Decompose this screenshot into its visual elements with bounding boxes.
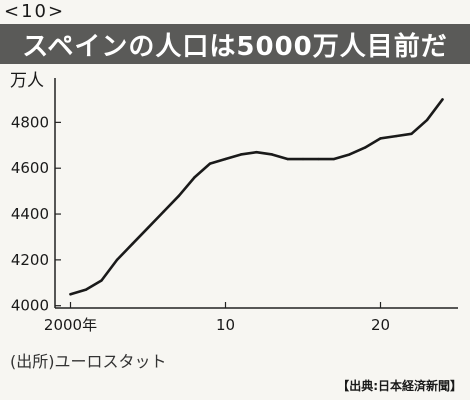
data-point — [425, 118, 429, 122]
data-point — [84, 288, 88, 291]
title-band: スペインの人口は5000万人目前だ — [0, 24, 470, 64]
data-point — [100, 279, 103, 282]
data-point — [239, 153, 243, 156]
data-point — [394, 134, 398, 138]
y-tick-label: 4200 — [11, 251, 49, 269]
data-point — [177, 194, 181, 197]
population-series-line — [69, 98, 444, 296]
x-tick-label: 10 — [216, 316, 235, 334]
data-point — [348, 153, 351, 156]
source-note: (出所)ユーロスタット — [10, 352, 167, 371]
data-point — [286, 157, 289, 161]
axes — [54, 78, 458, 309]
x-tick-label: 20 — [371, 316, 390, 334]
data-point — [317, 157, 320, 161]
data-point — [193, 176, 196, 179]
chart-title: スペインの人口は5000万人目前だ — [22, 31, 448, 62]
data-point — [131, 242, 134, 246]
data-point — [162, 210, 165, 213]
y-tick-label: 4400 — [11, 205, 49, 223]
figure-number: <10> — [4, 1, 66, 22]
credit-label: 【出典:日本経済新聞】 — [337, 379, 462, 393]
x-tick-label: 2000年 — [44, 316, 97, 334]
tick-labels: 4000 4200 4400 4600 4800 2000年 10 20 — [11, 113, 390, 334]
data-point — [441, 98, 444, 101]
y-tick-label: 4800 — [11, 113, 49, 131]
y-axis-unit: 万人 — [10, 71, 44, 91]
data-point — [332, 157, 336, 161]
y-tick-label: 4000 — [11, 297, 49, 315]
data-point — [410, 132, 413, 136]
data-point — [255, 150, 258, 154]
data-point — [69, 293, 72, 296]
data-point — [208, 162, 212, 165]
series-group — [69, 98, 444, 296]
data-point — [363, 146, 367, 149]
data-point — [270, 153, 274, 156]
data-point — [379, 137, 382, 140]
y-tick-label: 4600 — [11, 159, 49, 177]
data-point — [224, 157, 227, 161]
data-point — [115, 258, 119, 262]
data-point — [301, 157, 305, 161]
data-point — [146, 226, 150, 229]
